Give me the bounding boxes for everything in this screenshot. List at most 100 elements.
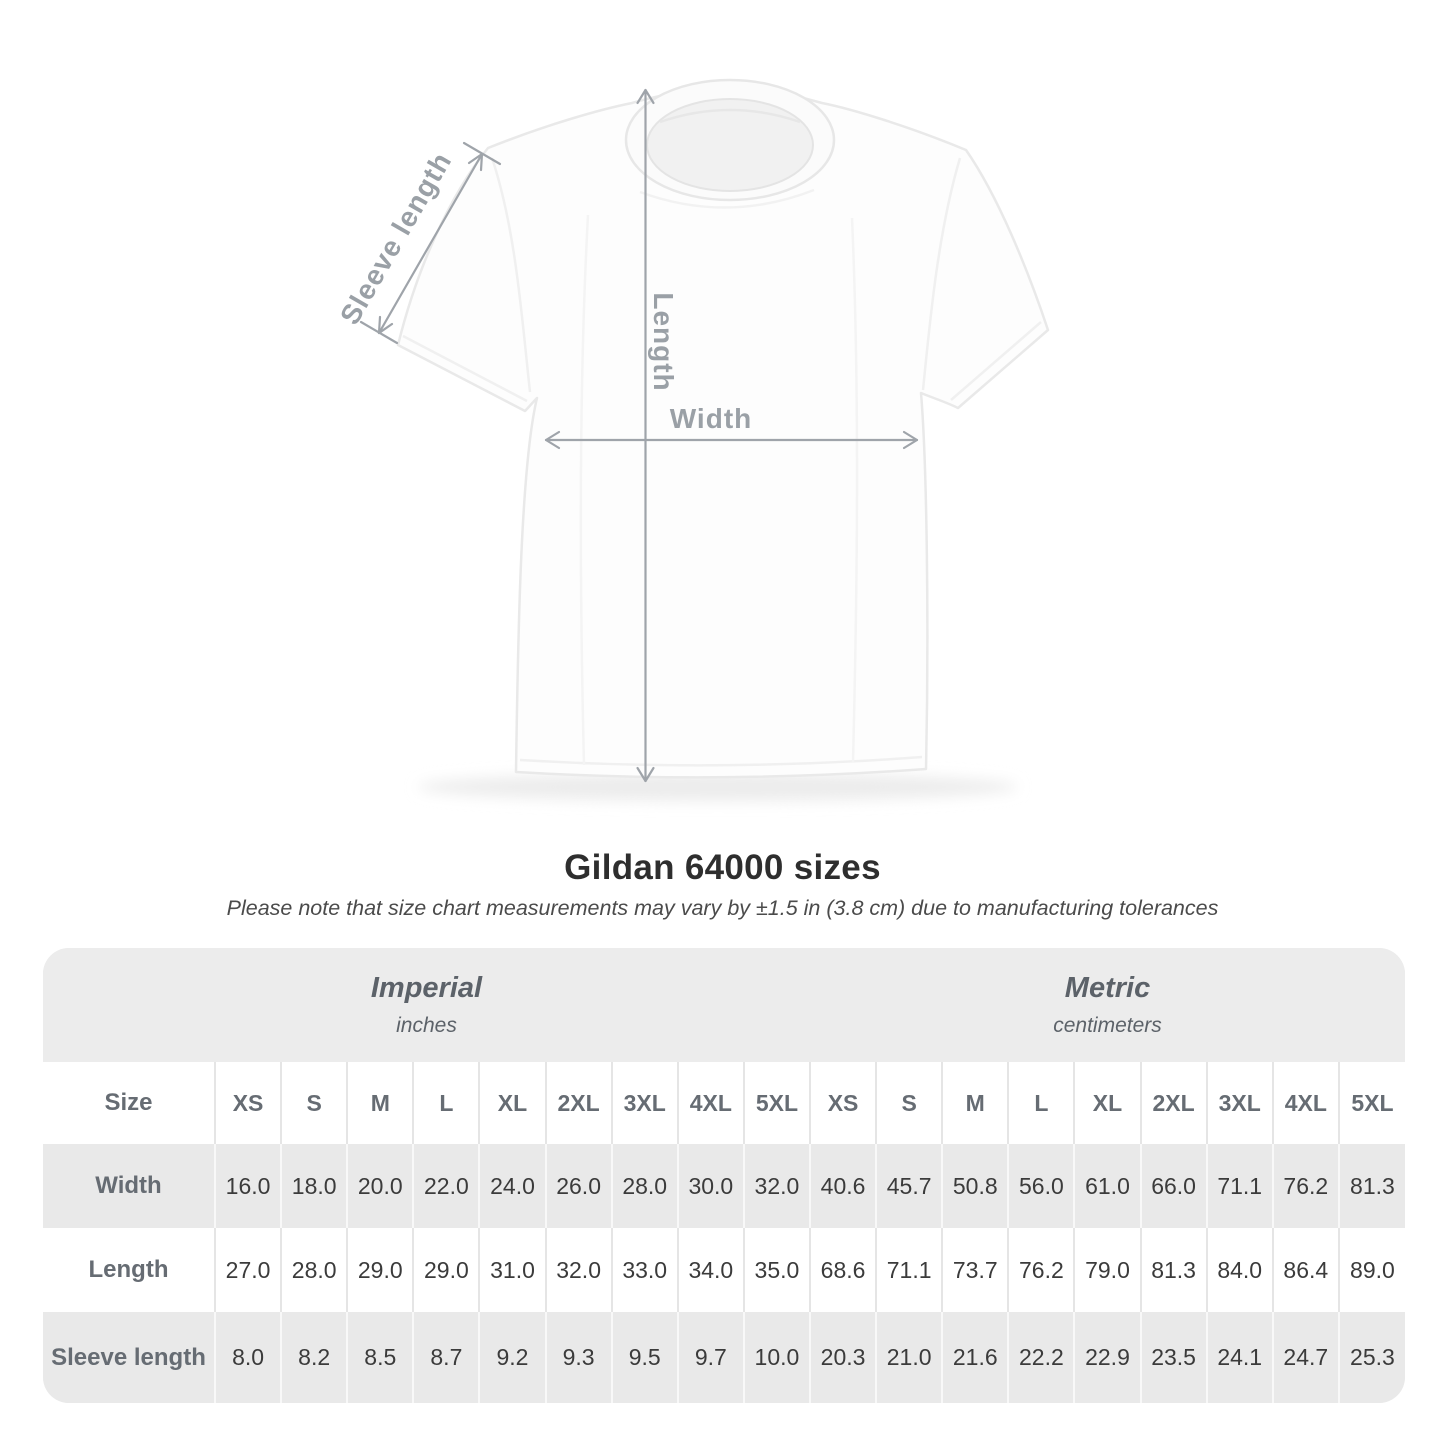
table-cell: 24.0: [478, 1144, 546, 1228]
size-col-imperial-1: S: [280, 1062, 348, 1144]
table-cell: 9.2: [478, 1312, 546, 1403]
size-col-imperial-5: 2XL: [544, 1062, 612, 1144]
size-header-row: Size XS S M L XL 2XL 3XL 4XL 5XL XS S M L XL 2XL 3XL 4XL…: [43, 1062, 1405, 1144]
table-row: Length 27.0 28.0 29.0 29.0 31.0 32.0 33.0 34.0 35…: [43, 1228, 1405, 1312]
size-table-grid: Imperial inches Metric centimeters Size …: [43, 948, 1405, 1403]
table-cell: 29.0: [412, 1228, 480, 1312]
length-arrow: [636, 88, 655, 783]
tshirt-seams: [402, 157, 1042, 767]
table-cell: 9.5: [610, 1312, 678, 1403]
size-col-metric-5: 2XL: [1139, 1062, 1207, 1144]
shirt-shadow: [418, 773, 1018, 801]
table-cell: 84.0: [1205, 1228, 1273, 1312]
table-cell: 66.0: [1139, 1144, 1207, 1228]
table-cell: 20.3: [808, 1312, 877, 1403]
size-col-metric-2: M: [941, 1062, 1009, 1144]
table-cell: 9.7: [676, 1312, 744, 1403]
table-cell: 40.6: [808, 1144, 877, 1228]
table-row: Sleeve length 8.0 8.2 8.5 8.7 9.2 9.3 9.5 9.7 10.…: [43, 1312, 1405, 1403]
table-cell: 76.2: [1007, 1228, 1075, 1312]
row-label: Sleeve length: [43, 1312, 215, 1403]
table-cell: 33.0: [610, 1228, 678, 1312]
table-cell: 25.3: [1337, 1312, 1405, 1403]
size-col-metric-6: 3XL: [1205, 1062, 1273, 1144]
table-cell: 45.7: [875, 1144, 943, 1228]
table-cell: 21.6: [941, 1312, 1009, 1403]
metric-group-header: Metric centimeters: [809, 948, 1405, 1062]
imperial-group-header: Imperial inches: [43, 948, 810, 1062]
table-cell: 79.0: [1073, 1228, 1141, 1312]
table-cell: 22.9: [1073, 1312, 1141, 1403]
table-cell: 9.3: [544, 1312, 612, 1403]
table-cell: 68.6: [808, 1228, 877, 1312]
table-cell: 16.0: [213, 1144, 282, 1228]
table-cell: 24.1: [1205, 1312, 1273, 1403]
collar-inner: [646, 98, 814, 192]
imperial-label: Imperial: [370, 972, 483, 1004]
metric-unit-label: centimeters: [1053, 1014, 1162, 1037]
table-cell: 22.0: [412, 1144, 480, 1228]
table-cell: 28.0: [280, 1228, 348, 1312]
width-label: Width: [670, 403, 753, 434]
table-cell: 30.0: [676, 1144, 744, 1228]
size-col-metric-7: 4XL: [1271, 1062, 1339, 1144]
table-cell: 71.1: [1205, 1144, 1273, 1228]
table-cell: 8.5: [346, 1312, 414, 1403]
table-cell: 71.1: [875, 1228, 943, 1312]
table-cell: 28.0: [610, 1144, 678, 1228]
row-label: Length: [43, 1228, 215, 1312]
size-col-imperial-7: 4XL: [676, 1062, 744, 1144]
table-cell: 86.4: [1271, 1228, 1339, 1312]
table-cell: 61.0: [1073, 1144, 1141, 1228]
size-col-imperial-6: 3XL: [610, 1062, 678, 1144]
dimension-lines: [359, 88, 919, 783]
table-cell: 89.0: [1337, 1228, 1405, 1312]
unit-group-row: Imperial inches Metric centimeters: [43, 948, 1405, 1062]
size-col-metric-8: 5XL: [1337, 1062, 1405, 1144]
size-col-imperial-8: 5XL: [742, 1062, 810, 1144]
table-cell: 50.8: [941, 1144, 1009, 1228]
size-col-metric-4: XL: [1073, 1062, 1141, 1144]
table-cell: 23.5: [1139, 1312, 1207, 1403]
table-cell: 20.0: [346, 1144, 414, 1228]
table-cell: 81.3: [1139, 1228, 1207, 1312]
size-col-metric-0: XS: [808, 1062, 877, 1144]
table-row: Width 16.0 18.0 20.0 22.0 24.0 26.0 28.0 30.0 32.…: [43, 1144, 1405, 1228]
table-cell: 29.0: [346, 1228, 414, 1312]
length-label: Length: [648, 292, 679, 391]
table-cell: 56.0: [1007, 1144, 1075, 1228]
shirt-measurement-diagram: Sleeve length Length Width: [334, 78, 1050, 801]
size-col-imperial-0: XS: [213, 1062, 282, 1144]
tshirt-graphic: Sleeve length Length Width: [334, 78, 1050, 801]
table-cell: 32.0: [742, 1144, 810, 1228]
table-cell: 22.2: [1007, 1312, 1075, 1403]
table-cell: 8.7: [412, 1312, 480, 1403]
imperial-unit-label: inches: [396, 1014, 457, 1037]
table-cell: 21.0: [875, 1312, 943, 1403]
size-col-imperial-2: M: [346, 1062, 414, 1144]
table-cell: 26.0: [544, 1144, 612, 1228]
table-cell: 34.0: [676, 1228, 744, 1312]
collar-back-seam: [659, 108, 801, 124]
table-cell: 31.0: [478, 1228, 546, 1312]
table-cell: 8.2: [280, 1312, 348, 1403]
row-label: Width: [43, 1144, 215, 1228]
table-cell: 27.0: [213, 1228, 282, 1312]
table-cell: 73.7: [941, 1228, 1009, 1312]
size-table: Imperial inches Metric centimeters Size …: [43, 948, 1405, 1403]
table-cell: 18.0: [280, 1144, 348, 1228]
size-col-metric-3: L: [1007, 1062, 1075, 1144]
metric-label: Metric: [1064, 972, 1151, 1004]
size-col-imperial-3: L: [412, 1062, 480, 1144]
size-col-metric-1: S: [875, 1062, 943, 1144]
size-col-imperial-4: XL: [478, 1062, 546, 1144]
tolerance-note: Please note that size chart measurements…: [226, 896, 1219, 920]
table-cell: 24.7: [1271, 1312, 1339, 1403]
page-title: Gildan 64000 sizes: [564, 848, 881, 887]
size-corner-header: Size: [43, 1062, 215, 1144]
table-cell: 35.0: [742, 1228, 810, 1312]
table-cell: 8.0: [213, 1312, 282, 1403]
sleeve-length-arrow: [359, 141, 502, 345]
table-cell: 10.0: [742, 1312, 810, 1403]
table-cell: 76.2: [1271, 1144, 1339, 1228]
